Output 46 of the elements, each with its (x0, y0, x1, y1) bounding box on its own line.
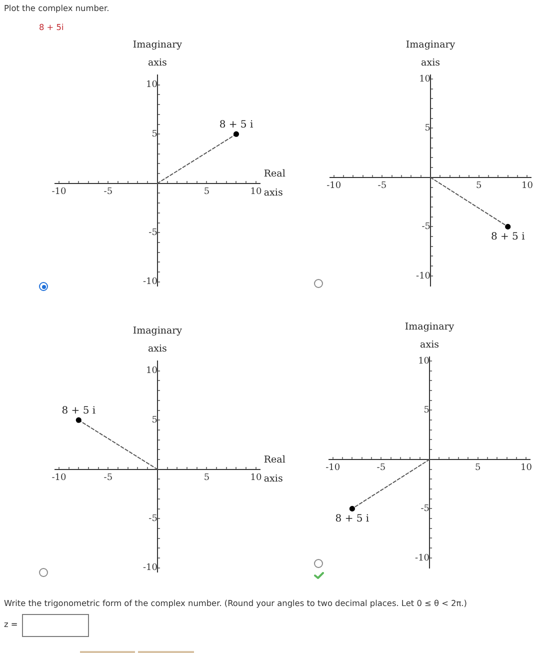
x-axis-title: Real axis (263, 168, 285, 198)
x-tick-label: 5 (475, 462, 482, 473)
x-tick-label: -10 (326, 180, 341, 191)
text: Write the trigonometric form of the complex number. (Round your angles to two decimal places. Let 0 ≤ θ < 2π.) (4, 598, 467, 609)
x-tick-label: 5 (203, 186, 210, 197)
series-label: 8 + 5 i (336, 512, 370, 524)
y-tick-label: -5 (148, 228, 158, 238)
y-tick-label: -10 (416, 270, 430, 281)
x-tick-label: 5 (203, 472, 210, 483)
x-tick-label: -10 (326, 462, 341, 473)
chart-title: Plot the complex number. (4, 3, 110, 14)
series-label: 8 + 5 i (490, 230, 524, 242)
x-tick-label: -5 (103, 186, 112, 197)
text: z = (4, 619, 18, 630)
y-tick-label: 5 (424, 405, 430, 416)
y-tick-label: -10 (142, 276, 158, 287)
chart-subtitle: 8 + 5i (39, 22, 64, 33)
y-tick-label: -10 (415, 552, 430, 563)
y-tick-label: 5 (151, 129, 158, 140)
y-tick-label: 10 (418, 356, 430, 366)
y-tick-label: -5 (421, 504, 430, 514)
y-tick-label: 10 (418, 74, 430, 84)
y-axis-title: Imaginary axis (406, 39, 456, 68)
x-tick-label: 5 (476, 180, 482, 191)
y-tick-label: -5 (421, 222, 430, 232)
series-label: 8 + 5 i (218, 119, 253, 130)
x-axis-title: Real axis (263, 454, 285, 484)
y-axis-title: Imaginary axis (132, 325, 182, 354)
y-tick-label: -10 (142, 562, 158, 573)
y-axis-title: Imaginary axis (405, 321, 456, 350)
x-tick-label: -10 (51, 186, 66, 197)
series-label: 8 + 5 i (61, 405, 96, 416)
x-tick-label: 10 (521, 180, 533, 191)
x-tick-label: 10 (250, 472, 262, 483)
x-tick-label: -5 (103, 472, 112, 483)
x-tick-label: -5 (377, 180, 386, 191)
y-tick-label: 10 (146, 80, 158, 90)
x-tick-label: -10 (51, 472, 66, 483)
x-tick-label: 10 (250, 186, 262, 197)
y-tick-label: 5 (151, 415, 158, 426)
y-tick-label: 10 (146, 366, 158, 376)
y-tick-label: 5 (424, 123, 430, 134)
x-tick-label: -5 (377, 462, 386, 473)
y-tick-label: -5 (148, 514, 158, 524)
y-axis-title: Imaginary axis (132, 39, 182, 68)
x-tick-label: 10 (520, 462, 532, 473)
